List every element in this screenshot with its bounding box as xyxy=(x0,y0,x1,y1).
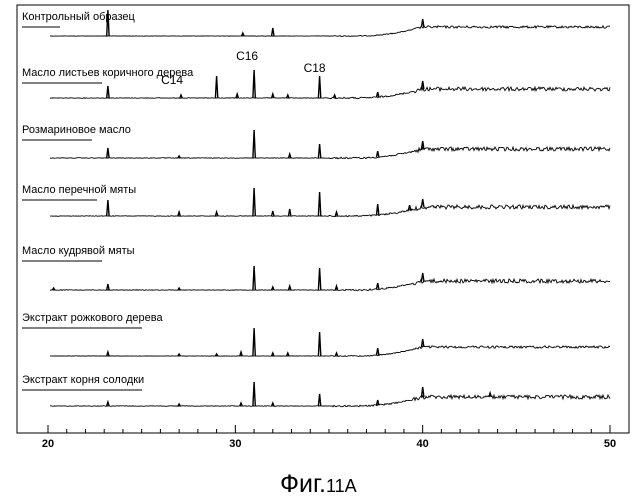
trace-peak xyxy=(318,394,320,406)
trace-peak xyxy=(335,212,337,216)
trace-peak xyxy=(489,393,491,397)
trace-peak xyxy=(236,94,238,98)
trace-peak xyxy=(253,188,255,216)
trace-peak xyxy=(272,211,274,216)
trace-line xyxy=(50,346,610,357)
trace-peak xyxy=(289,154,291,158)
trace-peak xyxy=(107,200,109,216)
figure-caption: Фиг.11A xyxy=(280,470,357,498)
trace-peak xyxy=(215,212,217,216)
trace-peak xyxy=(377,92,379,97)
trace-peak xyxy=(107,148,109,158)
trace-label: Масло перечной мяты xyxy=(22,184,136,196)
trace-line xyxy=(50,87,610,99)
peak-annotation: C18 xyxy=(304,61,326,75)
trace-line xyxy=(50,26,610,37)
trace-peak xyxy=(107,284,109,290)
trace-peak xyxy=(422,273,424,281)
trace-peak xyxy=(377,204,379,215)
trace-peak xyxy=(178,212,180,216)
trace-line xyxy=(50,205,610,217)
trace-peak xyxy=(107,402,109,406)
peak-annotation: C16 xyxy=(236,49,258,63)
trace-peak xyxy=(318,144,320,158)
trace-peak xyxy=(377,283,379,289)
trace-peak xyxy=(180,95,182,98)
trace-peak xyxy=(215,76,217,98)
trace-peak xyxy=(318,76,320,98)
trace-peak xyxy=(107,86,109,98)
trace-peak xyxy=(408,205,410,210)
x-tick-label: 20 xyxy=(42,438,54,450)
figure-caption-number: 11A xyxy=(326,476,357,496)
trace-label: Контрольный образец xyxy=(22,11,136,23)
x-tick-label: 50 xyxy=(604,438,616,450)
trace-peak xyxy=(287,353,289,356)
trace-peak xyxy=(253,382,255,406)
trace-label: Розмариновое масло xyxy=(22,124,131,136)
trace-peak xyxy=(377,151,379,157)
trace-line xyxy=(50,147,610,159)
figure-caption-main: Фиг. xyxy=(280,470,326,498)
trace-peak xyxy=(377,348,379,355)
x-tick-label: 30 xyxy=(229,438,241,450)
trace-peak xyxy=(318,332,320,356)
trace-peak xyxy=(253,70,255,98)
trace-label: Масло кудрявой мяты xyxy=(22,245,135,257)
trace-peak xyxy=(318,192,320,216)
trace-peak xyxy=(253,328,255,356)
trace-peak xyxy=(253,130,255,158)
trace-peak xyxy=(422,19,424,27)
peak-annotation: C14 xyxy=(161,73,183,87)
trace-peak xyxy=(253,266,255,290)
trace-peak xyxy=(287,95,289,98)
trace-peak xyxy=(318,268,320,290)
trace-label: Экстракт рожкового дерева xyxy=(22,312,163,324)
trace-peak xyxy=(272,28,274,36)
trace-label: Экстракт корня солодки xyxy=(22,374,144,386)
trace-peak xyxy=(422,199,424,207)
trace-line xyxy=(50,395,610,407)
trace-peak xyxy=(289,209,291,216)
trace-peak xyxy=(107,352,109,356)
x-axis: 20 30 40 50 xyxy=(42,425,616,450)
x-tick-label: 40 xyxy=(417,438,429,450)
trace-peak xyxy=(240,403,242,406)
trace-line xyxy=(50,279,610,291)
trace-peak xyxy=(289,286,291,290)
trace-peak xyxy=(240,352,242,356)
